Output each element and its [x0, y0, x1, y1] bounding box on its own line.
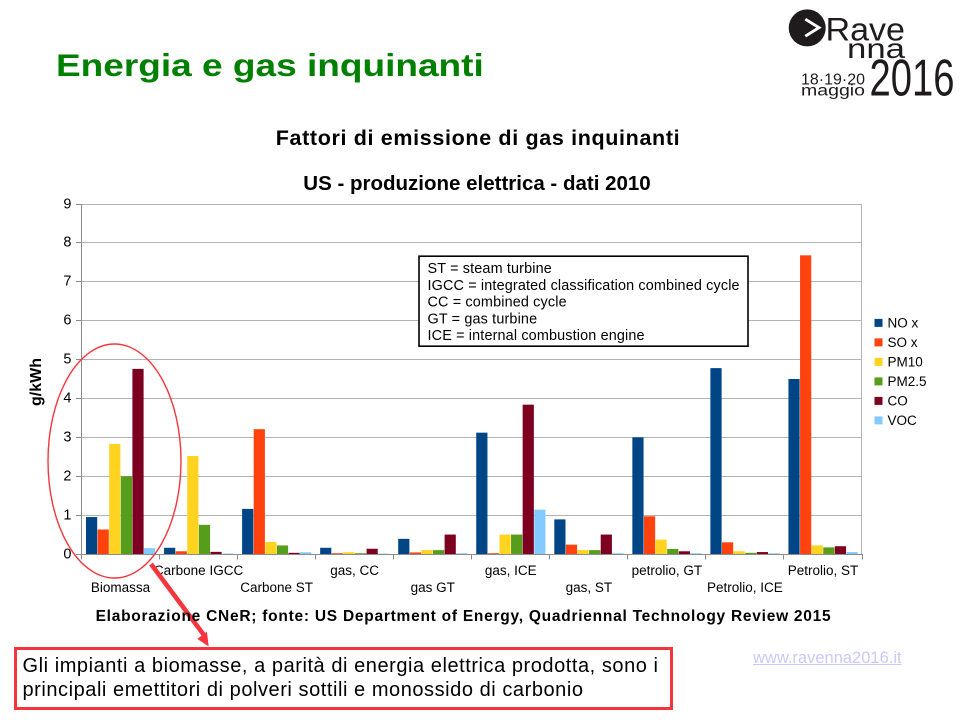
- svg-text:Carbone ST: Carbone ST: [240, 580, 313, 595]
- svg-text:gas, CC: gas, CC: [330, 563, 379, 578]
- svg-text:3: 3: [63, 430, 71, 446]
- svg-text:gas, ST: gas, ST: [566, 580, 613, 595]
- svg-text:Carbone IGCC: Carbone IGCC: [154, 563, 244, 578]
- svg-text:ICE = internal combustion engi: ICE = internal combustion engine: [428, 328, 645, 344]
- svg-text:8: 8: [63, 235, 71, 251]
- svg-text:2: 2: [63, 469, 71, 485]
- svg-text:1: 1: [63, 508, 71, 524]
- svg-text:Petrolio, ICE: Petrolio, ICE: [707, 580, 783, 595]
- svg-text:9: 9: [63, 197, 71, 213]
- svg-text:Rave: Rave: [826, 11, 906, 47]
- svg-text:2016: 2016: [870, 48, 955, 105]
- svg-text:nna: nna: [847, 33, 906, 64]
- svg-text:7: 7: [63, 274, 71, 290]
- svg-text:SO x: SO x: [888, 335, 918, 350]
- svg-text:CC = combined cycle: CC = combined cycle: [428, 295, 567, 311]
- svg-text:IGCC = integrated classificati: IGCC = integrated classification combine…: [428, 278, 740, 294]
- svg-text:NO x: NO x: [888, 316, 919, 331]
- svg-text:PM2.5: PM2.5: [888, 374, 927, 389]
- svg-text:5: 5: [63, 352, 71, 368]
- svg-text:CO: CO: [888, 394, 908, 409]
- svg-text:0: 0: [63, 547, 71, 563]
- svg-text:6: 6: [63, 313, 71, 329]
- svg-text:maggio: maggio: [801, 82, 865, 99]
- svg-text:Petrolio, ST: Petrolio, ST: [788, 563, 859, 578]
- svg-text:4: 4: [63, 391, 71, 407]
- svg-text:ST = steam turbine: ST = steam turbine: [428, 261, 552, 277]
- svg-text:Biomassa: Biomassa: [91, 580, 151, 595]
- svg-text:petrolio, GT: petrolio, GT: [632, 563, 703, 578]
- svg-text:VOC: VOC: [888, 413, 918, 428]
- svg-text:18·19·20: 18·19·20: [801, 72, 865, 89]
- svg-text:GT = gas turbine: GT = gas turbine: [428, 311, 538, 327]
- svg-text:gas GT: gas GT: [411, 580, 455, 595]
- svg-text:gas, ICE: gas, ICE: [485, 563, 537, 578]
- svg-text:PM10: PM10: [888, 355, 923, 370]
